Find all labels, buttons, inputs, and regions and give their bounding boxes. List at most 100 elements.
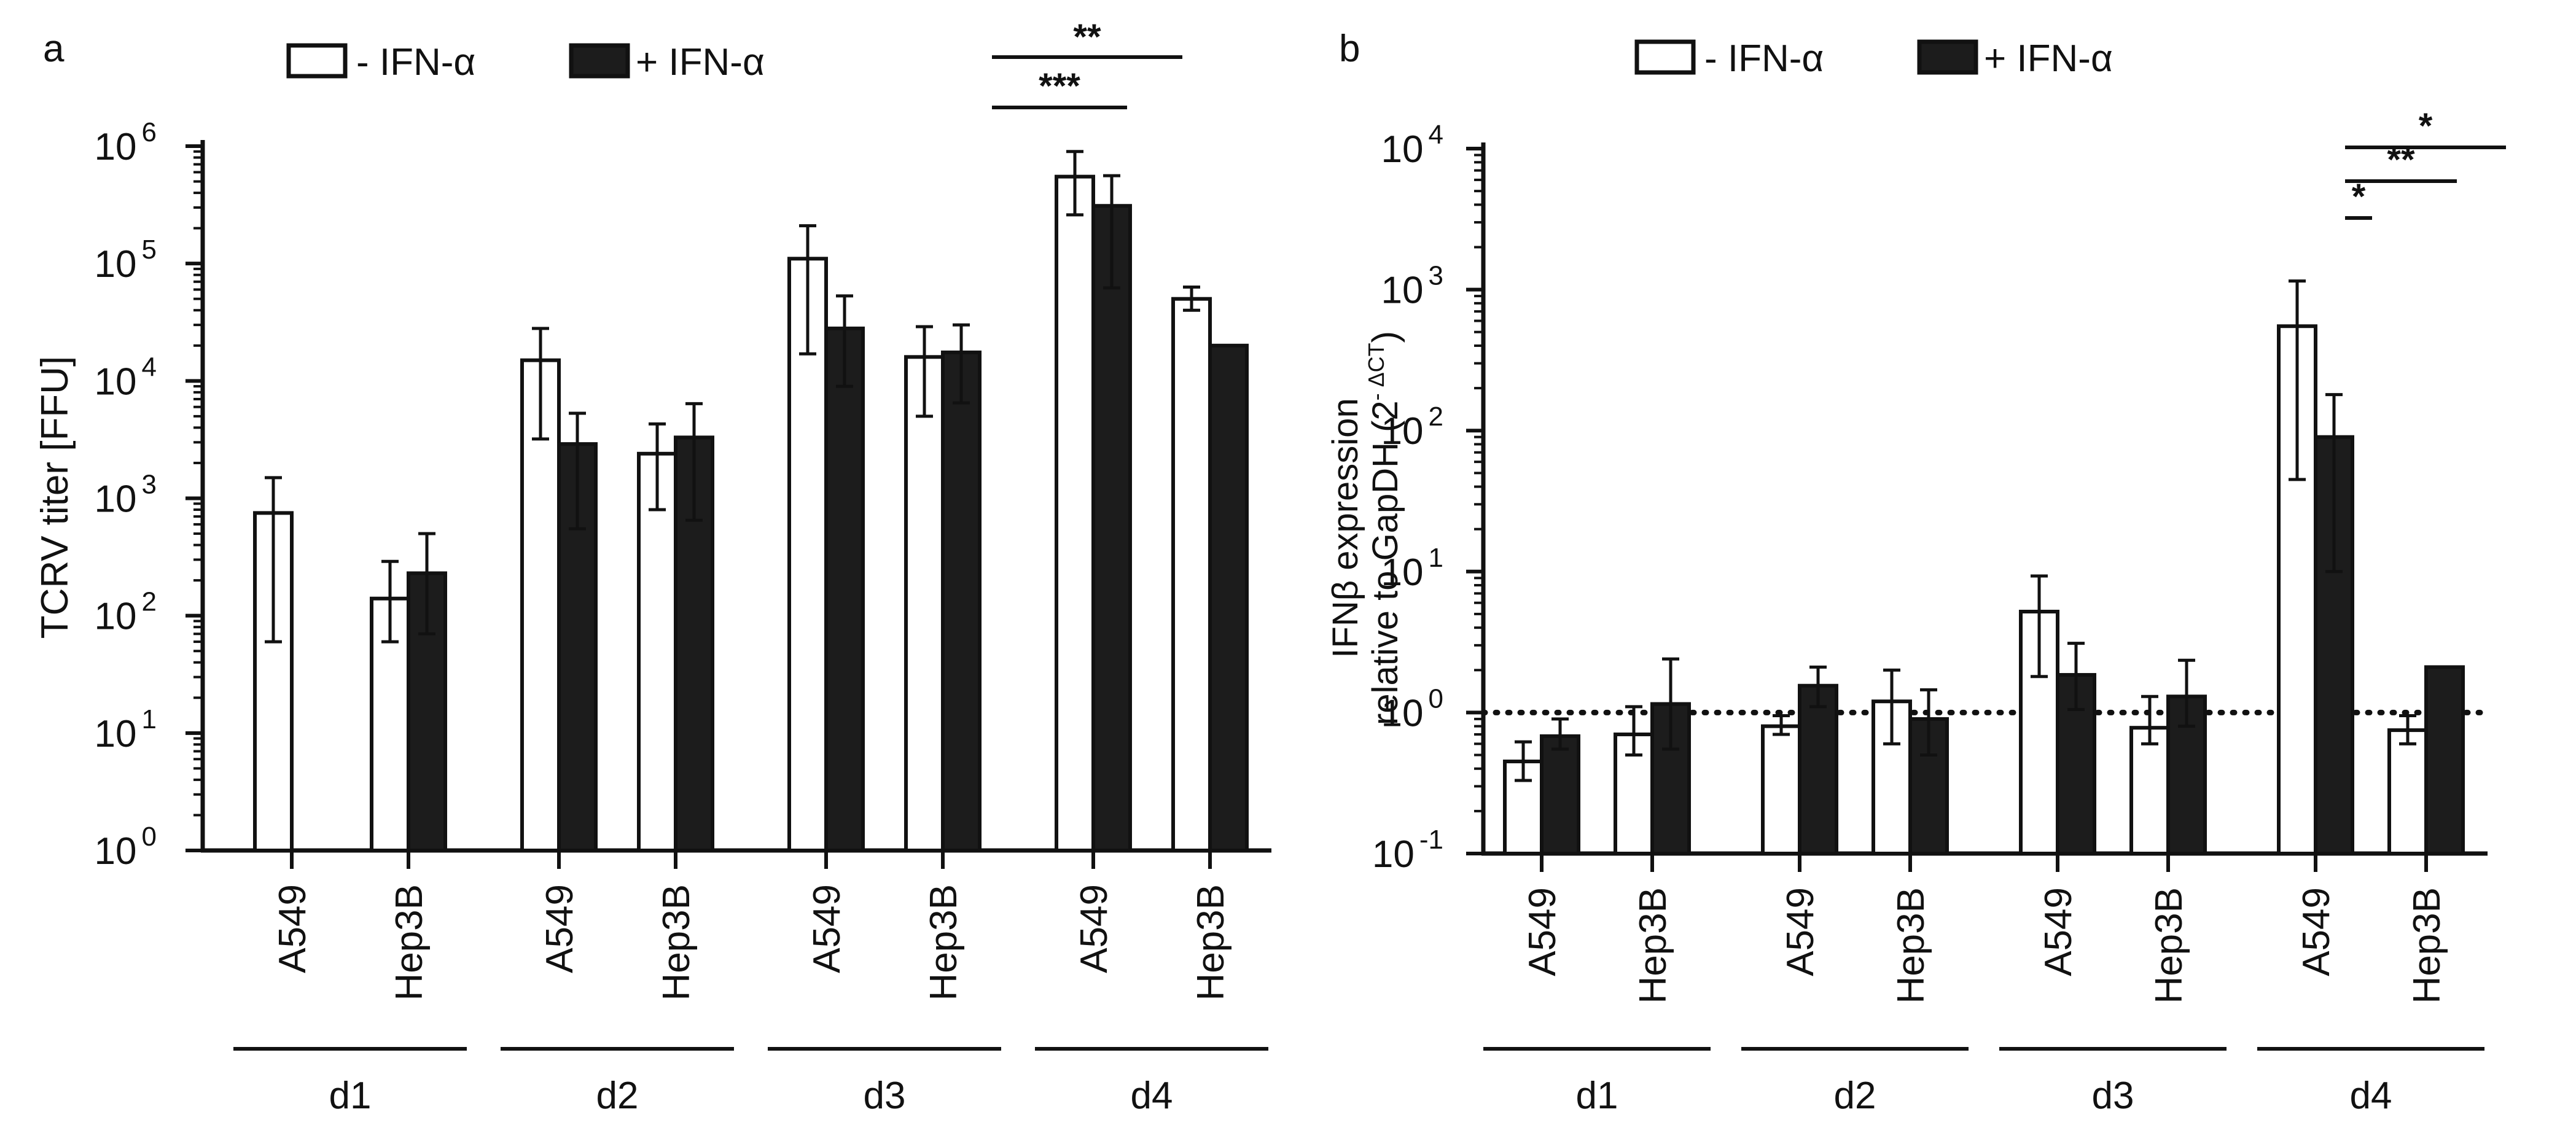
y-tick-label: 10 1 bbox=[1381, 543, 1443, 594]
y-tick-base: 10 bbox=[1381, 410, 1424, 453]
panel-b-y-axis-title-line2: relative to GapDH (2- ΔCT) bbox=[1364, 331, 1405, 725]
y-tick-exponent: 3 bbox=[142, 470, 157, 500]
y-tick-exponent: 2 bbox=[142, 587, 157, 617]
y-tick-label: 10 1 bbox=[95, 704, 157, 755]
x-category-label: Hep3B bbox=[2406, 887, 2448, 1004]
legend-b-open-swatch bbox=[1634, 39, 1696, 75]
panel-b-letter: b bbox=[1339, 28, 1360, 70]
panel-a-y-axis-title: TCRV titer [FFU] bbox=[34, 356, 76, 639]
y-tick-base: 10 bbox=[1381, 692, 1424, 734]
bar bbox=[787, 257, 828, 852]
significance-label: * bbox=[2352, 177, 2366, 217]
x-category-label: Hep3B bbox=[1632, 887, 1674, 1004]
y-tick-label: 10 -1 bbox=[1372, 825, 1443, 876]
legend-a: - IFN-α + IFN-α bbox=[286, 41, 765, 84]
bar bbox=[1761, 724, 1801, 855]
x-category-label: A549 bbox=[1779, 887, 1822, 976]
panel-b-y-axis-title-sup: - ΔCT bbox=[1364, 343, 1389, 400]
day-label: d2 bbox=[1834, 1075, 1876, 1117]
y-tick-label: 10 4 bbox=[95, 352, 157, 403]
legend-b-filled-swatch bbox=[1917, 39, 1978, 75]
y-tick-exponent: 0 bbox=[142, 822, 157, 852]
panel-a-letter: a bbox=[43, 28, 64, 70]
bar bbox=[1798, 683, 1838, 855]
legend-a-plus-label: + IFN-α bbox=[636, 41, 765, 84]
day-label: d3 bbox=[2092, 1075, 2134, 1117]
x-category-label: A549 bbox=[2295, 887, 2338, 976]
bar bbox=[2387, 728, 2428, 855]
day-label: d2 bbox=[596, 1075, 639, 1117]
day-label: d1 bbox=[329, 1075, 372, 1117]
y-tick-base: 10 bbox=[95, 478, 137, 521]
y-tick-exponent: 5 bbox=[142, 235, 157, 265]
significance-label: * bbox=[2419, 106, 2433, 146]
x-category-label: Hep3B bbox=[1190, 884, 1232, 1001]
y-tick-label: 10 0 bbox=[1381, 683, 1443, 734]
y-tick-label: 10 4 bbox=[1381, 120, 1443, 171]
y-tick-label: 10 5 bbox=[95, 235, 157, 286]
y-tick-exponent: 1 bbox=[1429, 543, 1443, 573]
x-category-label: A549 bbox=[271, 884, 314, 973]
day-label: d4 bbox=[1131, 1075, 1173, 1117]
bar bbox=[1091, 204, 1132, 852]
bar bbox=[1208, 343, 1249, 852]
x-category-label: A549 bbox=[2037, 887, 2080, 976]
x-category-label: Hep3B bbox=[923, 884, 965, 1001]
y-tick-base: 10 bbox=[95, 596, 137, 638]
y-tick-label: 10 6 bbox=[95, 117, 157, 168]
x-category-label: A549 bbox=[806, 884, 848, 973]
significance-label: ** bbox=[2387, 140, 2415, 180]
y-tick-exponent: 0 bbox=[1429, 683, 1443, 714]
y-tick-label: 10 3 bbox=[1381, 261, 1443, 312]
y-tick-exponent: 1 bbox=[142, 704, 157, 734]
y-tick-label: 10 2 bbox=[1381, 402, 1443, 453]
day-label: d1 bbox=[1576, 1075, 1618, 1117]
y-tick-label: 10 0 bbox=[95, 822, 157, 873]
x-category-label: Hep3B bbox=[388, 884, 431, 1001]
y-tick-exponent: 4 bbox=[1429, 120, 1443, 150]
bar bbox=[2129, 726, 2170, 855]
significance-label: ** bbox=[1073, 17, 1101, 57]
x-category-label: Hep3B bbox=[1890, 887, 1932, 1004]
legend-a-filled-swatch bbox=[569, 43, 630, 79]
panel-b-y-axis-title-main: relative to GapDH (2 bbox=[1365, 400, 1405, 725]
y-tick-base: 10 bbox=[1381, 270, 1424, 312]
day-label: d4 bbox=[2350, 1075, 2392, 1117]
bar bbox=[941, 350, 982, 852]
bar bbox=[637, 451, 677, 852]
bar bbox=[904, 355, 945, 852]
y-tick-base: 10 bbox=[95, 830, 137, 873]
x-category-label: Hep3B bbox=[2148, 887, 2190, 1004]
y-tick-base: 10 bbox=[1372, 833, 1415, 876]
bar bbox=[1055, 174, 1095, 852]
significance-label: *** bbox=[1039, 66, 1080, 106]
legend-a-minus-label: - IFN-α bbox=[356, 41, 475, 84]
y-tick-base: 10 bbox=[95, 243, 137, 286]
panel-b-y-axis-title-close: ) bbox=[1365, 331, 1405, 343]
y-tick-exponent: -1 bbox=[1419, 825, 1443, 855]
legend-b-minus-label: - IFN-α bbox=[1704, 37, 1824, 80]
day-label: d3 bbox=[864, 1075, 906, 1117]
legend-b-plus-label: + IFN-α bbox=[1984, 37, 2113, 80]
x-category-label: A549 bbox=[1073, 884, 1115, 973]
y-tick-base: 10 bbox=[95, 360, 137, 403]
y-tick-exponent: 2 bbox=[1429, 402, 1443, 432]
y-tick-base: 10 bbox=[95, 126, 137, 168]
legend-b: - IFN-α + IFN-α bbox=[1634, 37, 2113, 80]
y-tick-base: 10 bbox=[95, 713, 137, 755]
x-category-label: A549 bbox=[1521, 887, 1564, 976]
bar bbox=[824, 326, 865, 852]
x-category-label: A549 bbox=[539, 884, 581, 973]
y-tick-exponent: 4 bbox=[142, 352, 157, 382]
bar bbox=[1540, 734, 1580, 855]
x-category-label: Hep3B bbox=[655, 884, 698, 1001]
y-tick-label: 10 2 bbox=[95, 587, 157, 638]
y-tick-base: 10 bbox=[1381, 551, 1424, 594]
bar bbox=[1171, 297, 1212, 852]
y-tick-exponent: 6 bbox=[142, 117, 157, 147]
y-tick-label: 10 3 bbox=[95, 470, 157, 521]
panel-b-y-axis-title-line1: IFNβ expression bbox=[1325, 398, 1365, 658]
